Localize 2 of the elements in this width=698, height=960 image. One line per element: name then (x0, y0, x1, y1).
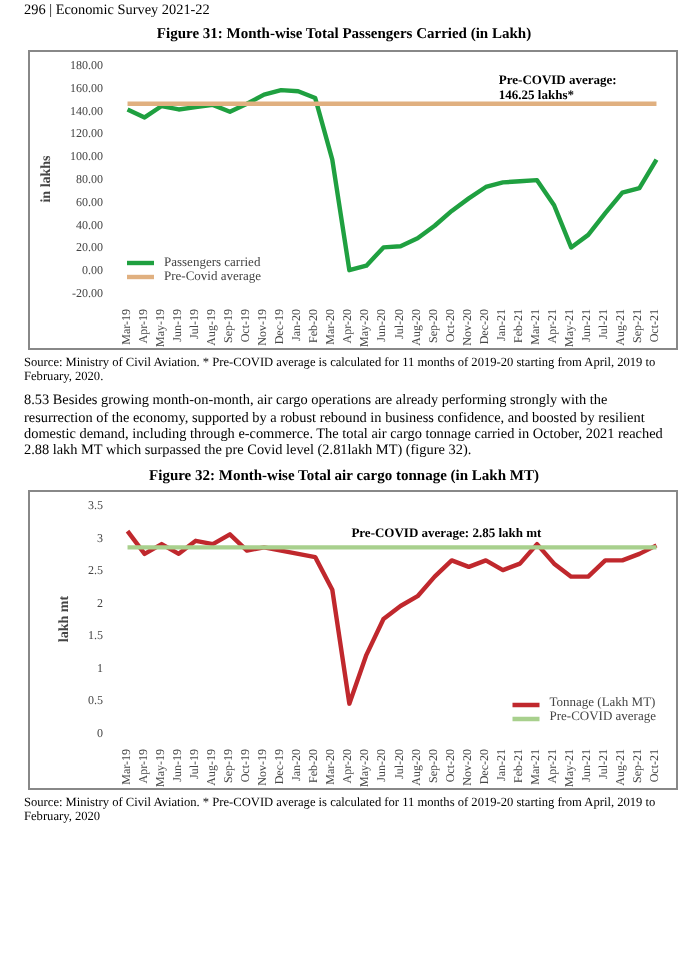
line-series (125, 529, 659, 707)
line-series (125, 87, 659, 273)
